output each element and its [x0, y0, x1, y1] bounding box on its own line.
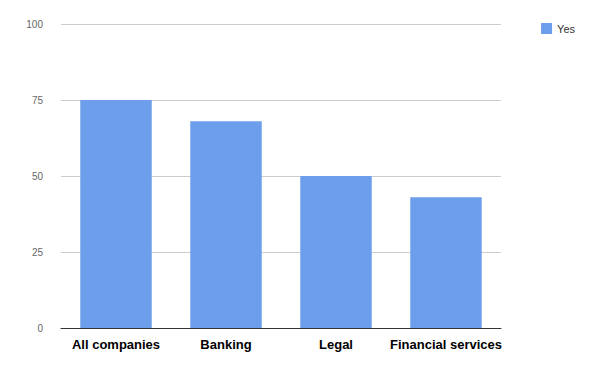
svg-text:25: 25 — [32, 247, 44, 258]
svg-text:0: 0 — [37, 323, 43, 334]
svg-text:75: 75 — [32, 95, 44, 106]
svg-text:All companies: All companies — [72, 337, 160, 352]
svg-text:Financial services: Financial services — [390, 337, 502, 352]
svg-text:100: 100 — [26, 19, 43, 30]
svg-text:Legal: Legal — [319, 337, 353, 352]
svg-text:50: 50 — [32, 171, 44, 182]
svg-text:Yes: Yes — [557, 23, 575, 35]
svg-text:Banking: Banking — [200, 337, 251, 352]
